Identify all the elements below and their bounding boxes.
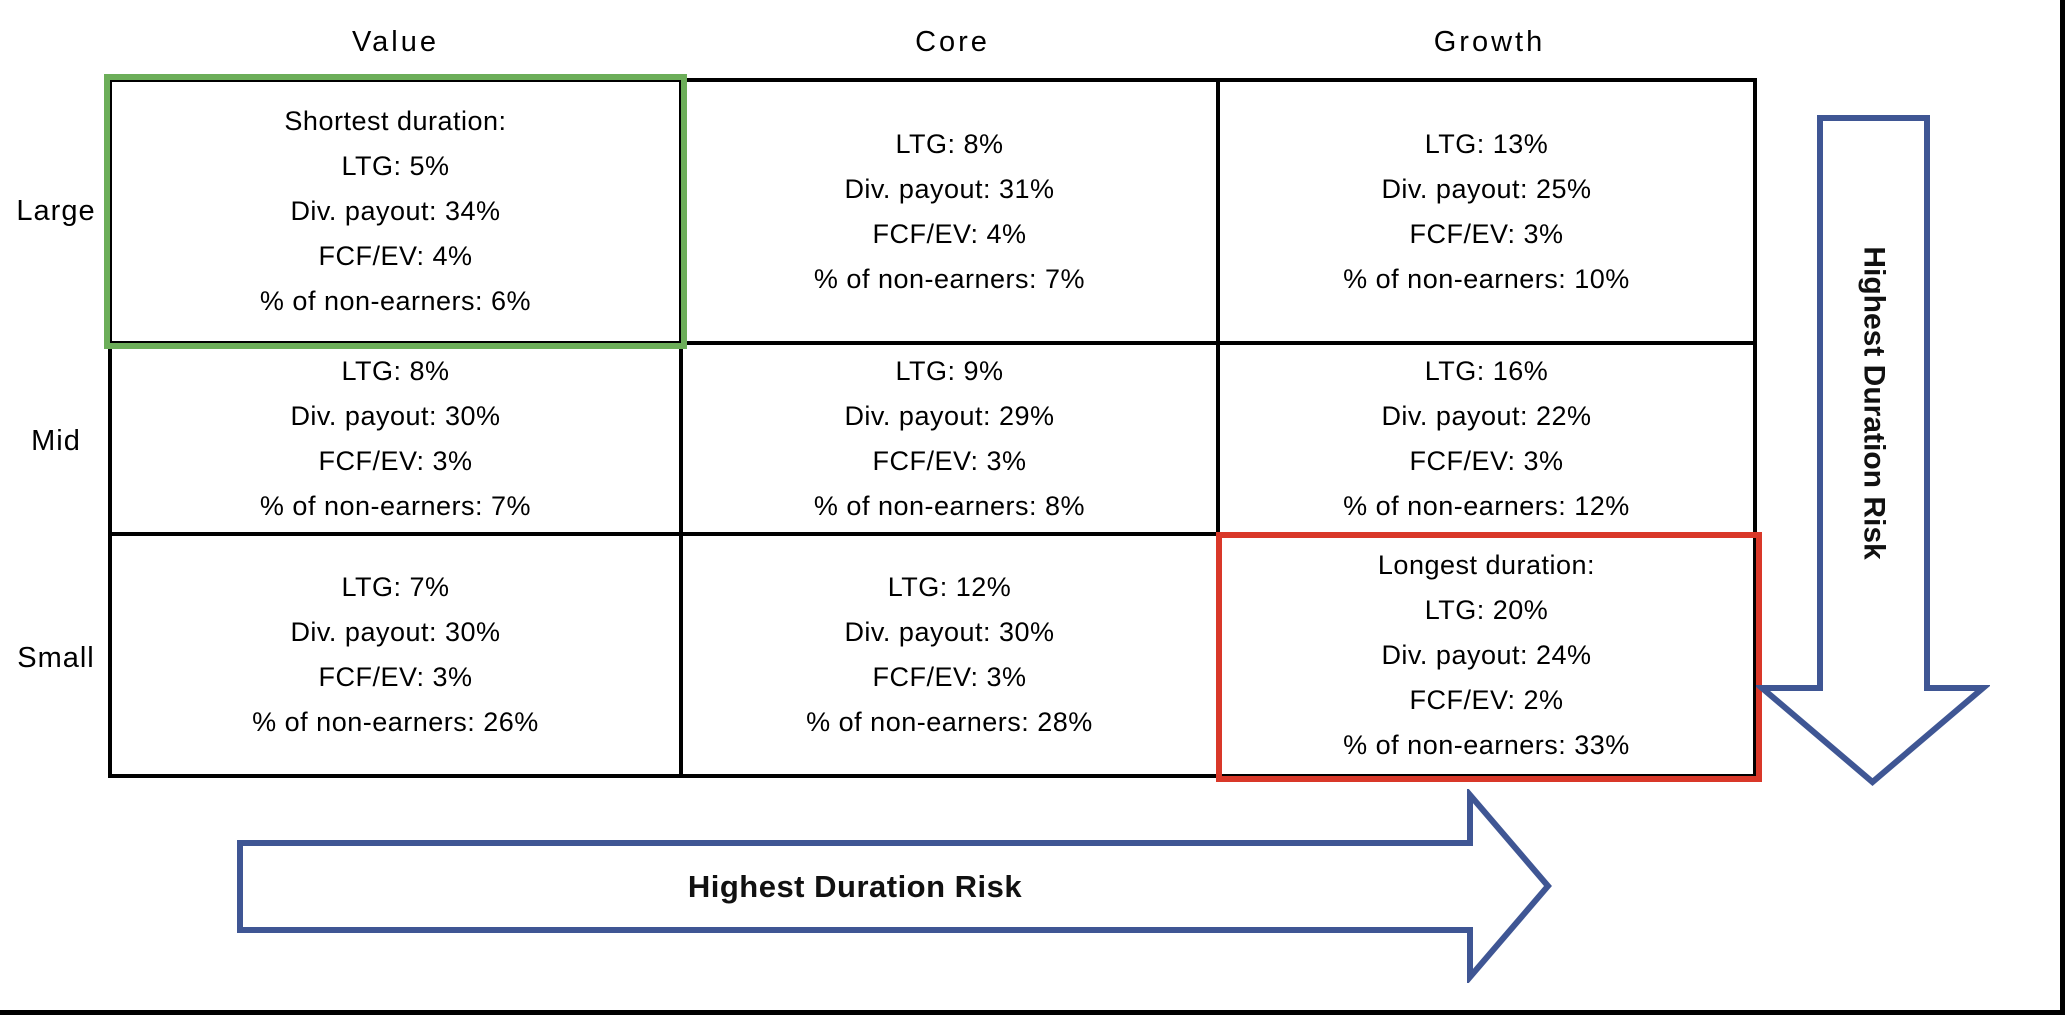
column-header-value: Value: [351, 26, 440, 58]
cell-line: % of non-earners: 10%: [1343, 263, 1630, 294]
cell-line: FCF/EV: 4%: [318, 241, 473, 271]
right-arrow-icon: [237, 789, 1552, 983]
cell-mid-core: LTG: 9% Div. payout: 29% FCF/EV: 3% % of…: [683, 345, 1220, 536]
cell-line: % of non-earners: 26%: [252, 707, 539, 737]
cell-small-growth: Longest duration: LTG: 20% Div. payout: …: [1220, 536, 1753, 774]
row-label-mid: Mid: [31, 425, 81, 457]
row-label-small: Small: [17, 641, 95, 674]
cell-line: % of non-earners: 7%: [259, 490, 532, 521]
bottom-border-rule: [0, 1010, 2065, 1015]
row-label-large: Large: [16, 195, 96, 227]
cell-line: LTG: 7%: [341, 572, 450, 602]
cell-line: Div. payout: 34%: [290, 196, 501, 226]
cell-line: % of non-earners: 7%: [813, 263, 1086, 294]
cell-line: % of non-earners: 12%: [1343, 490, 1630, 521]
cell-line: Shortest duration:: [284, 106, 507, 136]
cell-line: Div. payout: 30%: [290, 617, 501, 647]
cell-line: FCF/EV: 2%: [1409, 684, 1564, 715]
cell-line: LTG: 12%: [887, 572, 1012, 602]
cell-line: FCF/EV: 4%: [872, 218, 1027, 249]
cell-line: LTG: 16%: [1424, 355, 1549, 386]
cell-line: FCF/EV: 3%: [872, 445, 1027, 476]
cell-line: % of non-earners: 28%: [806, 707, 1093, 737]
cell-line: FCF/EV: 3%: [872, 662, 1027, 692]
cell-line: Div. payout: 29%: [844, 400, 1055, 431]
cell-line: FCF/EV: 3%: [1409, 445, 1564, 476]
horizontal-arrow-label-text: Highest Duration Risk: [687, 868, 1023, 904]
cell-line: Div. payout: 30%: [290, 400, 501, 431]
cell-line: LTG: 8%: [895, 128, 1004, 159]
cell-line: % of non-earners: 6%: [259, 286, 532, 316]
cell-large-growth: LTG: 13% Div. payout: 25% FCF/EV: 3% % o…: [1220, 82, 1753, 345]
cell-line: Div. payout: 24%: [1381, 639, 1592, 670]
cell-large-value: Shortest duration: LTG: 5% Div. payout: …: [112, 82, 683, 345]
cell-large-core: LTG: 8% Div. payout: 31% FCF/EV: 4% % of…: [683, 82, 1220, 345]
cell-line: Div. payout: 22%: [1381, 400, 1592, 431]
vertical-arrow-label-text: Highest Duration Risk: [1857, 246, 1891, 560]
cell-line: LTG: 20%: [1424, 594, 1549, 625]
cell-mid-value: LTG: 8% Div. payout: 30% FCF/EV: 3% % of…: [112, 345, 683, 536]
cell-small-value: LTG: 7% Div. payout: 30% FCF/EV: 3% % of…: [112, 536, 683, 774]
cell-line: Div. payout: 25%: [1381, 173, 1592, 204]
cell-line: LTG: 5%: [341, 151, 450, 181]
cell-line: FCF/EV: 3%: [318, 445, 473, 476]
column-header-growth: Growth: [1433, 26, 1546, 58]
cell-line: Div. payout: 31%: [844, 173, 1055, 204]
cell-line: Div. payout: 30%: [844, 617, 1055, 647]
cell-line: FCF/EV: 3%: [1409, 218, 1564, 249]
right-border-rule: [2060, 0, 2065, 1015]
cell-line: % of non-earners: 8%: [813, 490, 1086, 521]
style-box-grid: Shortest duration: LTG: 5% Div. payout: …: [108, 78, 1757, 778]
cell-small-core: LTG: 12% Div. payout: 30% FCF/EV: 3% % o…: [683, 536, 1220, 774]
horizontal-arrow-label: Highest Duration Risk: [240, 843, 1470, 930]
cell-line: Longest duration:: [1377, 549, 1596, 580]
cell-line: LTG: 8%: [341, 355, 450, 386]
cell-line: FCF/EV: 3%: [318, 662, 473, 692]
down-arrow-icon: [1756, 115, 1990, 786]
cell-line: % of non-earners: 33%: [1343, 729, 1630, 760]
cell-line: LTG: 9%: [895, 355, 1004, 386]
column-header-core: Core: [915, 26, 990, 58]
cell-mid-growth: LTG: 16% Div. payout: 22% FCF/EV: 3% % o…: [1220, 345, 1753, 536]
cell-line: LTG: 13%: [1424, 128, 1549, 159]
vertical-arrow-label: Highest Duration Risk: [1820, 118, 1927, 688]
